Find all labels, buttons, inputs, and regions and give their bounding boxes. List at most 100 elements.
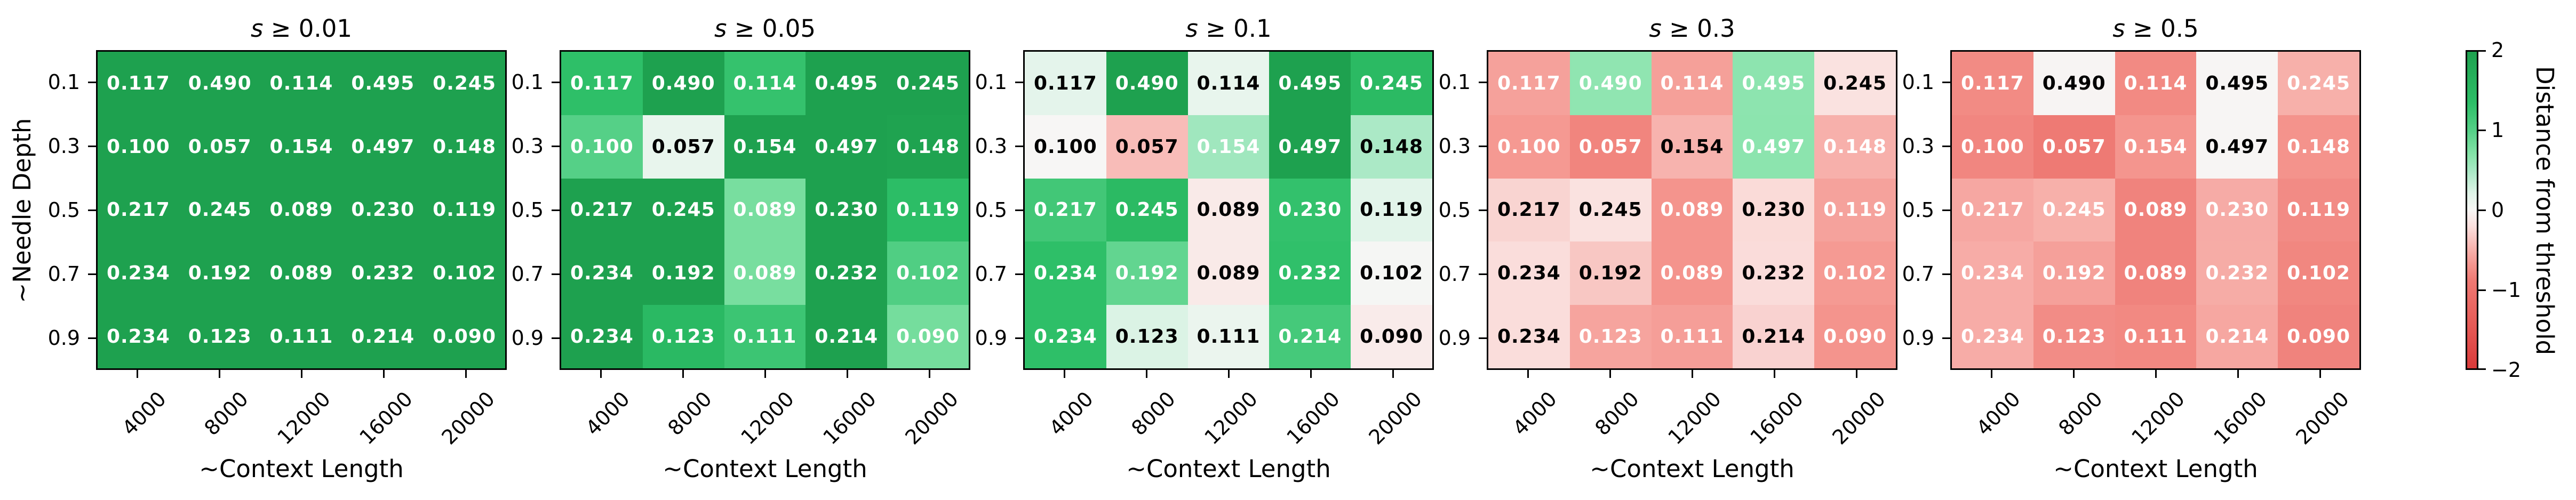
heatmap-cell: 0.148 bbox=[1814, 115, 1896, 179]
y-tick-mark bbox=[1015, 145, 1023, 147]
y-tick-label: 0.7 bbox=[47, 262, 80, 286]
y-tick-label: 0.5 bbox=[47, 198, 80, 222]
heatmap-cell: 0.217 bbox=[1025, 178, 1106, 242]
y-tick-mark bbox=[1479, 337, 1487, 339]
x-tick-mark bbox=[2072, 370, 2075, 378]
y-tick-mark bbox=[1015, 209, 1023, 211]
y-tick-mark bbox=[1942, 273, 1950, 275]
x-tick-label: 4000 bbox=[1508, 387, 1562, 440]
heatmap-cell: 0.232 bbox=[342, 241, 424, 305]
heatmap-cell: 0.114 bbox=[724, 52, 806, 115]
x-tick-mark bbox=[682, 370, 684, 378]
x-tick-mark bbox=[600, 370, 602, 378]
x-tick-label: 16000 bbox=[2209, 387, 2272, 449]
x-tick-label: 8000 bbox=[2054, 387, 2108, 440]
x-tick-label: 8000 bbox=[200, 387, 253, 440]
heatmap-cell: 0.214 bbox=[806, 305, 888, 368]
heatmap-cell: 0.192 bbox=[179, 241, 261, 305]
y-tick-mark bbox=[1015, 273, 1023, 275]
heatmap-cell: 0.100 bbox=[1952, 115, 2033, 179]
heatmap-cell: 0.230 bbox=[342, 178, 424, 242]
x-tick-mark bbox=[1310, 370, 1312, 378]
y-tick-mark bbox=[1942, 145, 1950, 147]
panel-title-condition: ≥ 0.3 bbox=[1661, 14, 1735, 43]
y-tick-mark bbox=[88, 337, 96, 339]
heatmap-cell: 0.089 bbox=[260, 241, 342, 305]
panel-title-variable: s bbox=[251, 14, 264, 43]
heatmap-cell: 0.230 bbox=[1269, 178, 1351, 242]
y-tick-label: 0.7 bbox=[1438, 262, 1471, 286]
heatmap-cell: 0.192 bbox=[1106, 241, 1188, 305]
y-tick-mark bbox=[88, 81, 96, 83]
x-tick-mark bbox=[1145, 370, 1147, 378]
heatmap-cell: 0.123 bbox=[1106, 305, 1188, 368]
heatmap-cell: 0.089 bbox=[724, 178, 806, 242]
x-tick-label: 8000 bbox=[1590, 387, 1644, 440]
heatmap-cell: 0.089 bbox=[2115, 241, 2197, 305]
heatmap-cell: 0.148 bbox=[424, 115, 505, 179]
heatmap-cell: 0.102 bbox=[887, 241, 969, 305]
y-tick-mark bbox=[552, 209, 560, 211]
panel-title-condition: ≥ 0.1 bbox=[1198, 14, 1272, 43]
heatmap-cell: 0.111 bbox=[260, 305, 342, 368]
heatmap-cell: 0.089 bbox=[1651, 241, 1733, 305]
y-tick-label: 0.5 bbox=[975, 198, 1007, 222]
heatmap-cell: 0.154 bbox=[2115, 115, 2197, 179]
x-tick-label: 4000 bbox=[1044, 387, 1098, 440]
heatmap-cell: 0.123 bbox=[642, 305, 724, 368]
x-tick-label: 16000 bbox=[355, 387, 418, 449]
heatmap-cell: 0.117 bbox=[1488, 52, 1570, 115]
x-tick-mark bbox=[300, 370, 302, 378]
heatmap-cell: 0.217 bbox=[1952, 178, 2033, 242]
y-tick-label: 0.5 bbox=[511, 198, 544, 222]
heatmap-cell: 0.119 bbox=[424, 178, 505, 242]
heatmap-cell: 0.245 bbox=[1351, 52, 1432, 115]
heatmap-cell: 0.245 bbox=[642, 178, 724, 242]
heatmap-cell: 0.154 bbox=[1651, 115, 1733, 179]
x-axis-label: ~Context Length bbox=[663, 455, 867, 483]
heatmap-cell: 0.495 bbox=[1733, 52, 1815, 115]
heatmap-cell: 0.111 bbox=[724, 305, 806, 368]
heatmap-cell: 0.057 bbox=[1569, 115, 1652, 179]
heatmap-cell: 0.230 bbox=[2196, 178, 2278, 242]
heatmap-cell: 0.245 bbox=[2033, 178, 2115, 242]
heatmap-cell: 0.245 bbox=[887, 52, 969, 115]
heatmap-cell: 0.497 bbox=[1733, 115, 1815, 179]
y-tick-label: 0.7 bbox=[1902, 262, 1934, 286]
heatmap-cell: 0.154 bbox=[260, 115, 342, 179]
panel-title: s ≥ 0.5 bbox=[1950, 14, 2361, 44]
heatmap-cell: 0.497 bbox=[806, 115, 888, 179]
heatmap-cell: 0.234 bbox=[1488, 241, 1570, 305]
heatmap-cell: 0.234 bbox=[1952, 305, 2033, 368]
heatmap-cell: 0.090 bbox=[1351, 305, 1432, 368]
x-tick-label: 12000 bbox=[1200, 387, 1263, 449]
y-tick-mark bbox=[1942, 337, 1950, 339]
x-tick-mark bbox=[1227, 370, 1230, 378]
y-tick-label: 0.3 bbox=[1438, 134, 1471, 158]
heatmap-cell: 0.497 bbox=[1269, 115, 1351, 179]
heatmap-cell: 0.117 bbox=[561, 52, 643, 115]
x-tick-mark bbox=[382, 370, 385, 378]
x-tick-mark bbox=[1527, 370, 1529, 378]
heatmap-cell: 0.245 bbox=[1569, 178, 1652, 242]
y-tick-mark bbox=[552, 273, 560, 275]
heatmap-cell: 0.495 bbox=[342, 52, 424, 115]
heatmap-cell: 0.148 bbox=[1351, 115, 1432, 179]
x-tick-mark bbox=[2319, 370, 2321, 378]
heatmap-cell: 0.089 bbox=[1187, 241, 1270, 305]
y-tick-label: 0.1 bbox=[1902, 70, 1934, 94]
heatmap-cell: 0.232 bbox=[1733, 241, 1815, 305]
y-tick-label: 0.3 bbox=[47, 134, 80, 158]
panel-title: s ≥ 0.05 bbox=[560, 14, 970, 44]
x-tick-label: 12000 bbox=[736, 387, 799, 449]
heatmap-cell: 0.245 bbox=[179, 178, 261, 242]
heatmap-cell: 0.100 bbox=[1025, 115, 1106, 179]
panel-title-variable: s bbox=[1649, 14, 1662, 43]
heatmap-cell: 0.117 bbox=[98, 52, 179, 115]
y-tick-label: 0.5 bbox=[1902, 198, 1934, 222]
heatmap-cell: 0.090 bbox=[424, 305, 505, 368]
x-tick-label: 12000 bbox=[1663, 387, 1726, 449]
y-tick-label: 0.1 bbox=[975, 70, 1007, 94]
heatmap-cell: 0.245 bbox=[424, 52, 505, 115]
